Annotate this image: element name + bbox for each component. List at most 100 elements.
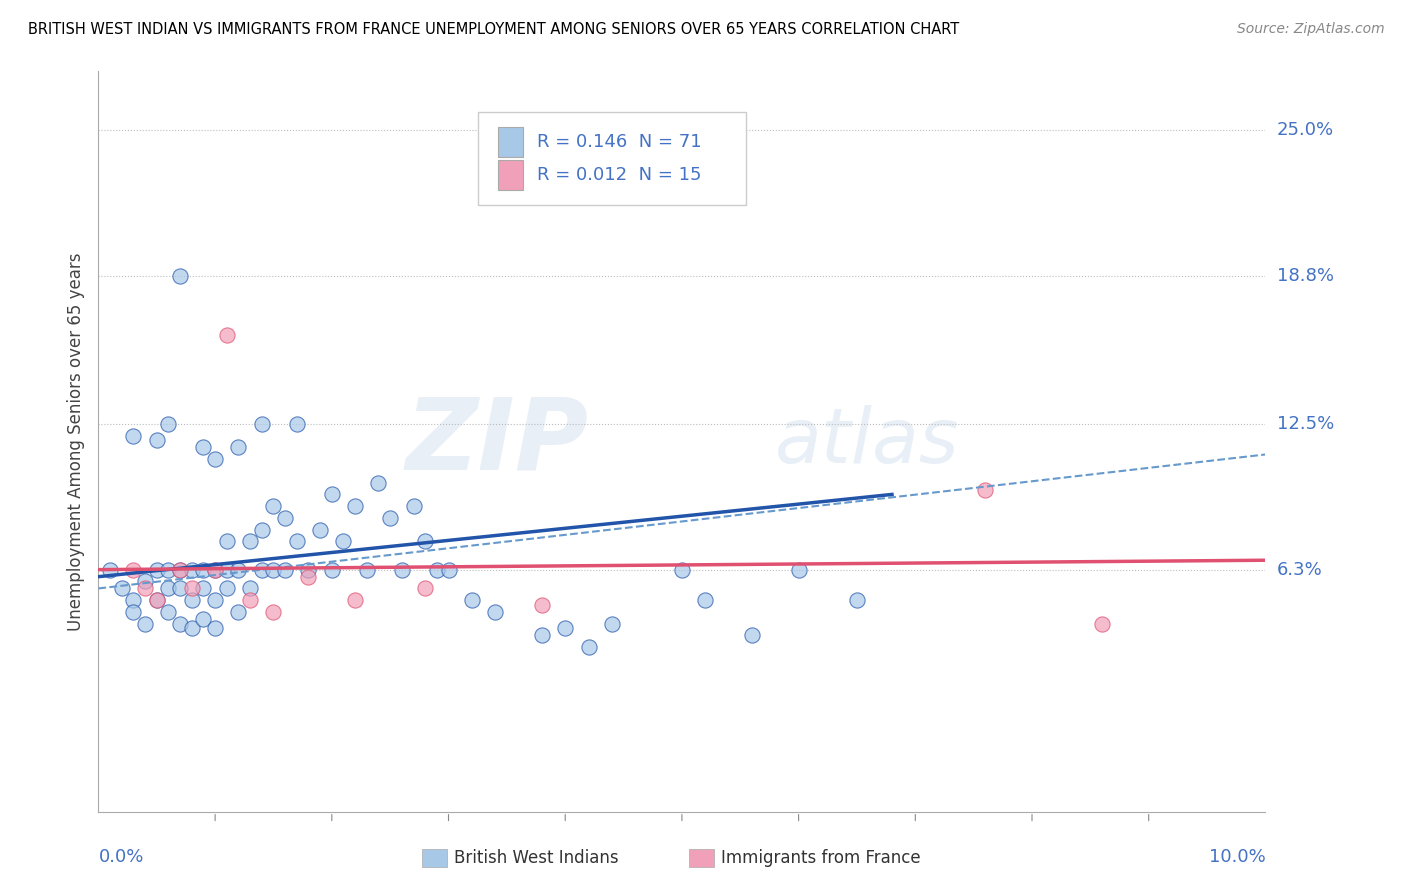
Point bbox=[228, 605, 250, 619]
Point bbox=[274, 511, 297, 525]
Point bbox=[169, 563, 191, 577]
Point bbox=[180, 563, 202, 577]
Text: 25.0%: 25.0% bbox=[1277, 121, 1334, 139]
Text: 18.8%: 18.8% bbox=[1277, 267, 1333, 285]
Point bbox=[344, 499, 367, 513]
Point bbox=[122, 605, 145, 619]
Point bbox=[297, 563, 319, 577]
Text: atlas: atlas bbox=[775, 405, 960, 478]
Point bbox=[134, 582, 156, 596]
Point bbox=[180, 621, 202, 635]
Text: 10.0%: 10.0% bbox=[1209, 847, 1265, 866]
Point bbox=[356, 563, 378, 577]
Text: 0.0%: 0.0% bbox=[98, 847, 143, 866]
Point bbox=[671, 563, 693, 577]
Point bbox=[321, 563, 343, 577]
Point bbox=[180, 593, 202, 607]
Point bbox=[391, 563, 413, 577]
Point bbox=[1091, 616, 1114, 631]
Point bbox=[426, 563, 449, 577]
Point bbox=[262, 605, 284, 619]
Point bbox=[239, 534, 262, 549]
Point bbox=[413, 582, 436, 596]
Point bbox=[974, 483, 997, 497]
FancyBboxPatch shape bbox=[498, 161, 523, 190]
Point bbox=[204, 452, 226, 467]
Point bbox=[122, 428, 145, 442]
Point bbox=[204, 621, 226, 635]
Point bbox=[146, 563, 169, 577]
Point bbox=[157, 582, 180, 596]
Point bbox=[578, 640, 600, 655]
Point bbox=[169, 582, 191, 596]
Text: 12.5%: 12.5% bbox=[1277, 415, 1334, 433]
FancyBboxPatch shape bbox=[478, 112, 747, 204]
Text: 6.3%: 6.3% bbox=[1277, 561, 1322, 579]
Point bbox=[169, 563, 191, 577]
Point bbox=[380, 511, 402, 525]
Point bbox=[215, 582, 238, 596]
Point bbox=[250, 417, 273, 431]
Text: BRITISH WEST INDIAN VS IMMIGRANTS FROM FRANCE UNEMPLOYMENT AMONG SENIORS OVER 65: BRITISH WEST INDIAN VS IMMIGRANTS FROM F… bbox=[28, 22, 959, 37]
Point bbox=[367, 475, 389, 490]
Point bbox=[193, 563, 215, 577]
Point bbox=[332, 534, 354, 549]
Point bbox=[146, 593, 169, 607]
Point bbox=[262, 563, 284, 577]
Point bbox=[530, 598, 553, 612]
Point bbox=[413, 534, 436, 549]
Point bbox=[157, 605, 180, 619]
Text: Immigrants from France: Immigrants from France bbox=[721, 849, 921, 867]
Text: ZIP: ZIP bbox=[405, 393, 589, 490]
Point bbox=[321, 487, 343, 501]
Text: R = 0.012  N = 15: R = 0.012 N = 15 bbox=[537, 166, 702, 184]
Y-axis label: Unemployment Among Seniors over 65 years: Unemployment Among Seniors over 65 years bbox=[66, 252, 84, 631]
Point bbox=[846, 593, 869, 607]
Point bbox=[250, 523, 273, 537]
Point bbox=[146, 434, 169, 448]
Point bbox=[157, 417, 180, 431]
Point bbox=[239, 593, 262, 607]
FancyBboxPatch shape bbox=[498, 127, 523, 156]
Text: R = 0.146  N = 71: R = 0.146 N = 71 bbox=[537, 133, 702, 151]
Point bbox=[250, 563, 273, 577]
Point bbox=[180, 582, 202, 596]
Point bbox=[600, 616, 623, 631]
Point bbox=[122, 563, 145, 577]
Point bbox=[239, 582, 262, 596]
Point bbox=[228, 441, 250, 455]
Point bbox=[146, 593, 169, 607]
Point bbox=[111, 582, 134, 596]
Point bbox=[530, 628, 553, 642]
Text: Source: ZipAtlas.com: Source: ZipAtlas.com bbox=[1237, 22, 1385, 37]
Point bbox=[344, 593, 367, 607]
Point bbox=[204, 593, 226, 607]
Point bbox=[169, 268, 191, 283]
Point bbox=[228, 563, 250, 577]
Point bbox=[193, 582, 215, 596]
Point bbox=[262, 499, 284, 513]
Point bbox=[285, 417, 308, 431]
Point bbox=[134, 574, 156, 589]
Point bbox=[297, 570, 319, 584]
Point bbox=[554, 621, 576, 635]
Text: British West Indians: British West Indians bbox=[454, 849, 619, 867]
Point bbox=[787, 563, 810, 577]
Point bbox=[215, 327, 238, 342]
Point bbox=[215, 563, 238, 577]
Point bbox=[204, 563, 226, 577]
Point bbox=[402, 499, 425, 513]
Point bbox=[695, 593, 717, 607]
Point bbox=[274, 563, 297, 577]
Point bbox=[122, 593, 145, 607]
Point bbox=[98, 563, 121, 577]
Point bbox=[461, 593, 484, 607]
Point bbox=[437, 563, 460, 577]
Point bbox=[309, 523, 332, 537]
Point bbox=[741, 628, 763, 642]
Point bbox=[169, 616, 191, 631]
Point bbox=[204, 563, 226, 577]
Point bbox=[484, 605, 506, 619]
Point bbox=[193, 612, 215, 626]
Point bbox=[157, 563, 180, 577]
